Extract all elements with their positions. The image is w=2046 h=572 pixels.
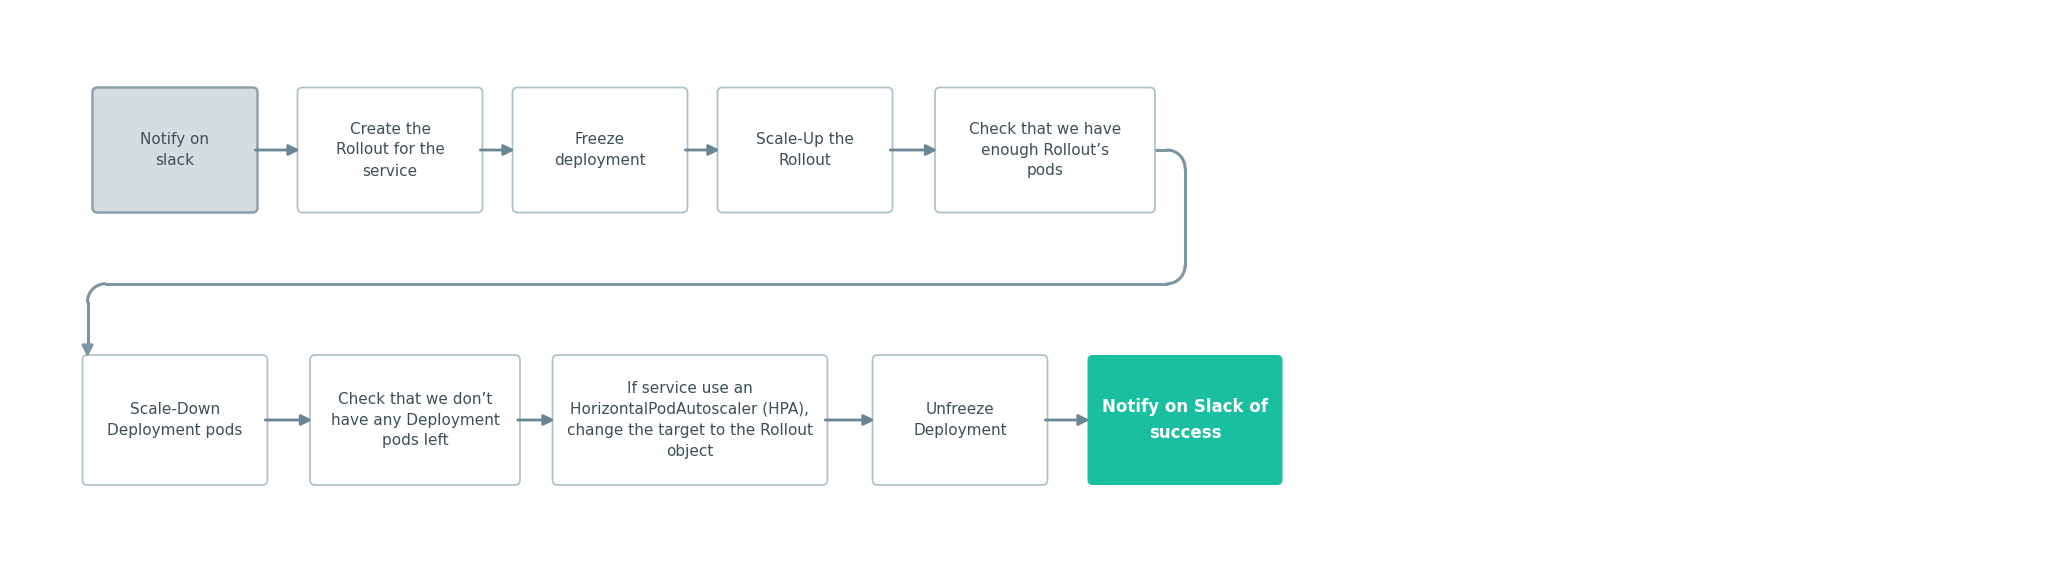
Text: Freeze
deployment: Freeze deployment [554,132,647,168]
Text: Notify on Slack of
success: Notify on Slack of success [1103,399,1269,442]
Text: Notify on
slack: Notify on slack [141,132,209,168]
FancyBboxPatch shape [552,355,827,485]
FancyBboxPatch shape [872,355,1048,485]
Text: Create the
Rollout for the
service: Create the Rollout for the service [336,121,444,178]
FancyBboxPatch shape [512,88,687,213]
Text: Scale-Down
Deployment pods: Scale-Down Deployment pods [106,402,243,438]
Text: Check that we have
enough Rollout’s
pods: Check that we have enough Rollout’s pods [970,121,1121,178]
FancyBboxPatch shape [82,355,268,485]
FancyBboxPatch shape [311,355,520,485]
FancyBboxPatch shape [92,88,258,213]
Text: Unfreeze
Deployment: Unfreeze Deployment [913,402,1007,438]
FancyBboxPatch shape [1088,355,1283,485]
Text: If service use an
HorizontalPodAutoscaler (HPA),
change the target to the Rollou: If service use an HorizontalPodAutoscale… [567,381,812,459]
FancyBboxPatch shape [297,88,483,213]
FancyBboxPatch shape [935,88,1156,213]
Text: Check that we don’t
have any Deployment
pods left: Check that we don’t have any Deployment … [331,391,499,448]
FancyBboxPatch shape [718,88,892,213]
Text: Scale-Up the
Rollout: Scale-Up the Rollout [757,132,853,168]
